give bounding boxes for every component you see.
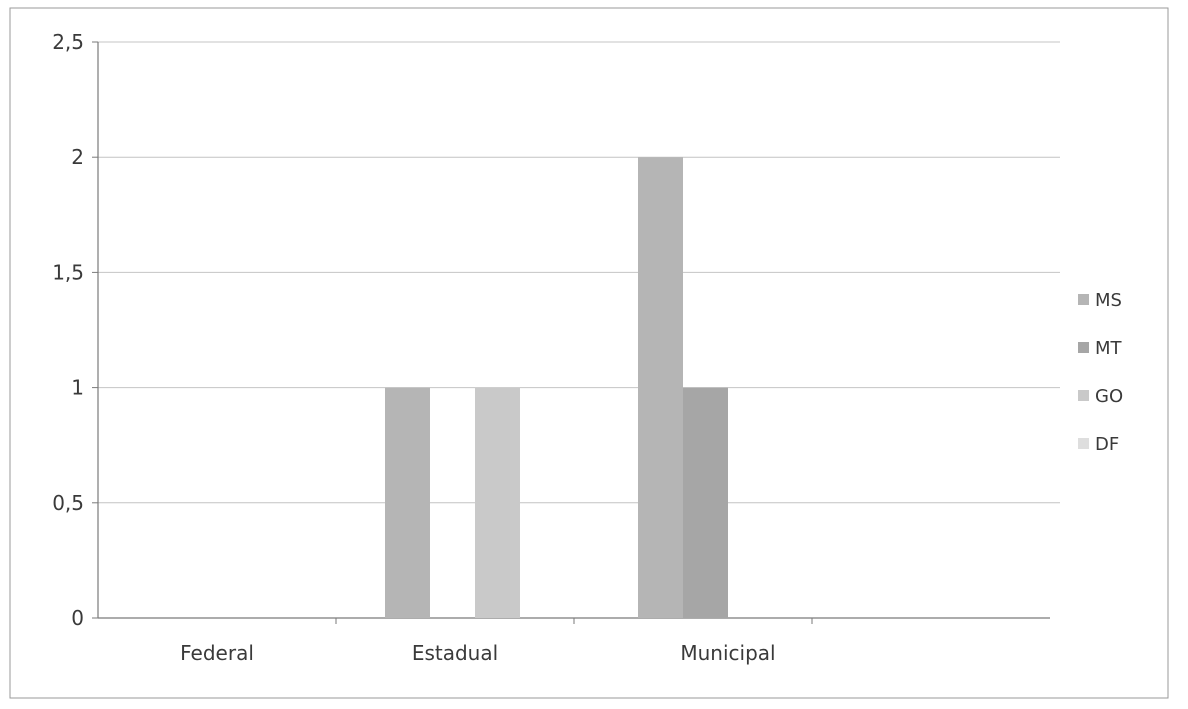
legend-swatch [1078, 438, 1089, 449]
y-tick-label: 2 [71, 145, 84, 169]
legend-swatch [1078, 294, 1089, 305]
y-tick-label: 0,5 [52, 491, 84, 515]
bar-go-estadual [475, 387, 520, 618]
legend-label: DF [1095, 434, 1119, 455]
y-tick-labels: 0 0,5 1 1,5 2 2,5 [52, 30, 84, 630]
legend-swatch [1078, 390, 1089, 401]
legend-swatch [1078, 342, 1089, 353]
y-tick-label: 2,5 [52, 30, 84, 54]
legend-label: GO [1095, 386, 1123, 407]
legend: MS MT GO DF [1078, 290, 1123, 455]
gridlines [92, 41, 1060, 619]
bar-mt-municipal [683, 387, 728, 618]
y-tick-label: 1 [71, 376, 84, 400]
category-label: Federal [180, 641, 254, 665]
category-label: Estadual [412, 641, 498, 665]
bars [385, 157, 728, 618]
bar-ms-estadual [385, 387, 430, 618]
bar-ms-municipal [638, 157, 683, 618]
legend-label: MS [1095, 290, 1122, 311]
y-tick-label: 1,5 [52, 260, 84, 284]
chart-area-border [9, 7, 1169, 699]
legend-label: MT [1095, 338, 1123, 359]
category-label: Municipal [680, 641, 775, 665]
category-labels: Federal Estadual Municipal [180, 618, 813, 665]
y-tick-label: 0 [71, 606, 84, 630]
